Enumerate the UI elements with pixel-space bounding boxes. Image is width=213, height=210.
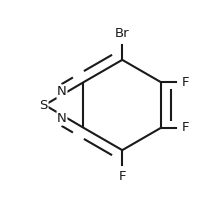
Text: F: F — [181, 76, 189, 89]
Text: F: F — [118, 170, 126, 183]
Text: N: N — [57, 112, 67, 125]
Text: N: N — [57, 85, 67, 98]
Text: F: F — [181, 121, 189, 134]
Text: Br: Br — [115, 27, 130, 40]
Text: S: S — [40, 98, 48, 112]
